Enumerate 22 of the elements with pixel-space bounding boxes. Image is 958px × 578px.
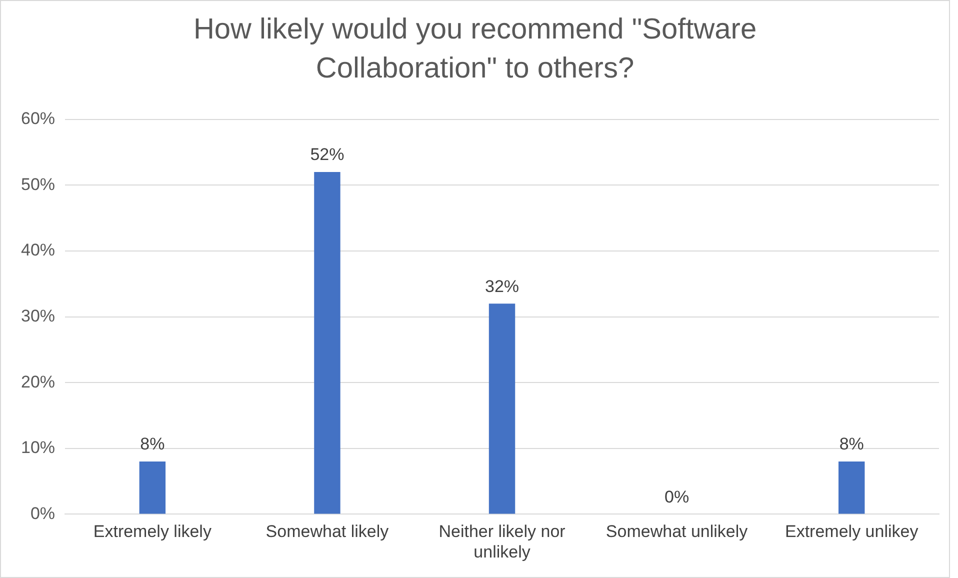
x-tick-label: Somewhat unlikely xyxy=(606,522,748,542)
y-tick-label: 0% xyxy=(30,504,56,523)
data-label: 52% xyxy=(310,145,344,164)
bar xyxy=(488,304,516,514)
bar xyxy=(139,462,166,514)
y-tick-label: 20% xyxy=(20,372,56,392)
x-tick-label: Extremely unlikey xyxy=(784,522,919,542)
y-tick-label: 50% xyxy=(20,174,56,194)
x-tick-label: Extremely likely xyxy=(93,522,212,542)
x-tick-label: Somewhat likely xyxy=(266,522,390,542)
data-label: 32% xyxy=(484,276,520,296)
data-label: 0% xyxy=(664,487,690,506)
data-label: 8% xyxy=(839,434,864,454)
y-tick-label: 60% xyxy=(20,108,56,128)
data-label: 8% xyxy=(140,434,165,454)
bar xyxy=(314,172,340,514)
chart-title: How likely would you recommend "Software Collaboration" to others? xyxy=(193,14,757,85)
x-tick-label: Neither likely nor unlikely xyxy=(438,522,566,562)
y-tick-label: 40% xyxy=(20,240,56,260)
y-tick-label: 10% xyxy=(20,438,56,458)
bar xyxy=(838,462,865,514)
y-tick-label: 30% xyxy=(20,306,56,326)
